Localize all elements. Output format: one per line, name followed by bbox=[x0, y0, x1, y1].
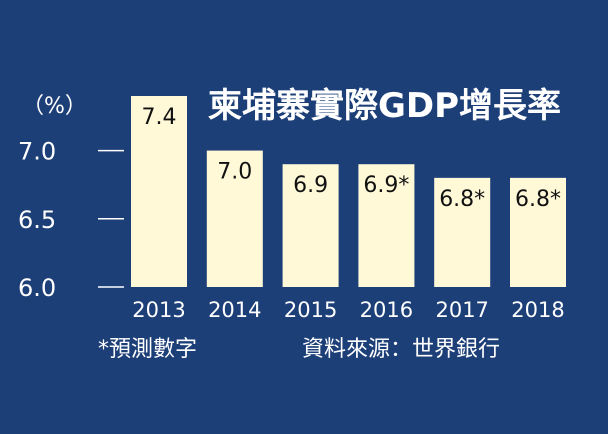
bar-value-label: 6.8* bbox=[439, 187, 485, 212]
chart-title: 柬埔寨實際GDP增長率 bbox=[208, 86, 561, 126]
bar-value-label: 7.4 bbox=[142, 105, 177, 130]
x-tick-label: 2013 bbox=[132, 298, 185, 322]
y-axis: 6.0 6.5 7.0 bbox=[18, 138, 124, 302]
y-axis-unit-label: （%） bbox=[22, 94, 87, 119]
bar-2013 bbox=[131, 96, 187, 287]
bar-value-label: 7.0 bbox=[217, 160, 252, 185]
x-tick-label: 2016 bbox=[360, 298, 413, 322]
bar-value-label: 6.8* bbox=[515, 187, 561, 212]
bars: 7.4 2013 7.0 2014 6.9 2015 6.9* 2016 6.8* 2017 6.8… bbox=[131, 96, 566, 322]
y-tick-label: 7.0 bbox=[18, 138, 56, 166]
footnote: *預測數字 bbox=[98, 337, 197, 362]
bar-2014 bbox=[206, 150, 263, 287]
y-tick-label: 6.0 bbox=[18, 274, 56, 302]
bar-2017 bbox=[434, 177, 491, 287]
bar-2018 bbox=[510, 177, 566, 287]
y-tick-label: 6.5 bbox=[18, 206, 56, 234]
x-tick-label: 2018 bbox=[511, 298, 564, 322]
bar-2015 bbox=[282, 164, 339, 287]
x-tick-label: 2015 bbox=[284, 298, 337, 322]
bar-value-label: 6.9 bbox=[293, 173, 328, 198]
source-note: 資料來源：世界銀行 bbox=[302, 337, 500, 362]
x-tick-label: 2014 bbox=[208, 298, 261, 322]
bar-value-label: 6.9* bbox=[363, 173, 409, 198]
bar-2016 bbox=[358, 164, 415, 287]
x-tick-label: 2017 bbox=[435, 298, 488, 322]
